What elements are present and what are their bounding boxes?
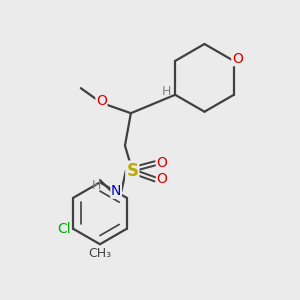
Text: O: O xyxy=(156,156,167,170)
Text: N: N xyxy=(111,184,121,198)
Text: H: H xyxy=(162,85,172,98)
Text: O: O xyxy=(232,52,243,66)
Text: Cl: Cl xyxy=(57,222,70,236)
Text: CH₃: CH₃ xyxy=(88,247,112,260)
Text: S: S xyxy=(126,162,138,180)
Text: H: H xyxy=(92,179,101,192)
Text: O: O xyxy=(156,172,167,186)
Text: O: O xyxy=(96,94,107,107)
